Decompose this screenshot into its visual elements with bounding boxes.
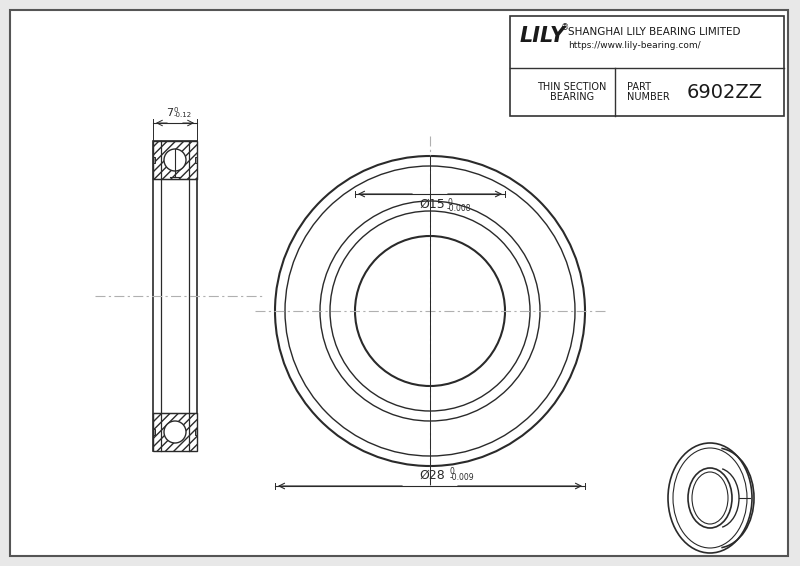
Bar bbox=[510, 16, 784, 116]
Bar bbox=[153, 141, 197, 179]
Text: -0.12: -0.12 bbox=[174, 112, 192, 118]
Text: SHANGHAI LILY BEARING LIMITED: SHANGHAI LILY BEARING LIMITED bbox=[568, 27, 741, 37]
Text: Ø15: Ø15 bbox=[419, 198, 445, 211]
Text: Ø28: Ø28 bbox=[419, 469, 445, 482]
Bar bbox=[153, 157, 155, 163]
Bar bbox=[153, 141, 197, 451]
Text: 7: 7 bbox=[166, 108, 173, 118]
Text: 0: 0 bbox=[450, 467, 455, 476]
Bar bbox=[195, 157, 197, 163]
Bar bbox=[153, 413, 197, 451]
Ellipse shape bbox=[673, 448, 747, 548]
Text: PART: PART bbox=[627, 82, 651, 92]
Text: BEARING: BEARING bbox=[550, 92, 594, 102]
Text: ®: ® bbox=[561, 24, 570, 32]
Text: -0.008: -0.008 bbox=[447, 204, 471, 213]
Bar bbox=[195, 429, 197, 435]
Text: 0: 0 bbox=[174, 107, 178, 113]
Ellipse shape bbox=[692, 472, 728, 524]
Text: 6902ZZ: 6902ZZ bbox=[687, 83, 763, 101]
Ellipse shape bbox=[668, 443, 752, 553]
Text: https://www.lily-bearing.com/: https://www.lily-bearing.com/ bbox=[568, 41, 701, 49]
Text: NUMBER: NUMBER bbox=[627, 92, 670, 102]
Text: THIN SECTION: THIN SECTION bbox=[538, 82, 606, 92]
Ellipse shape bbox=[688, 468, 732, 528]
Bar bbox=[153, 429, 155, 435]
Circle shape bbox=[164, 421, 186, 443]
Text: -0.009: -0.009 bbox=[450, 473, 474, 482]
Text: 0: 0 bbox=[447, 198, 452, 207]
Circle shape bbox=[164, 149, 186, 171]
Text: LILY: LILY bbox=[520, 26, 566, 46]
